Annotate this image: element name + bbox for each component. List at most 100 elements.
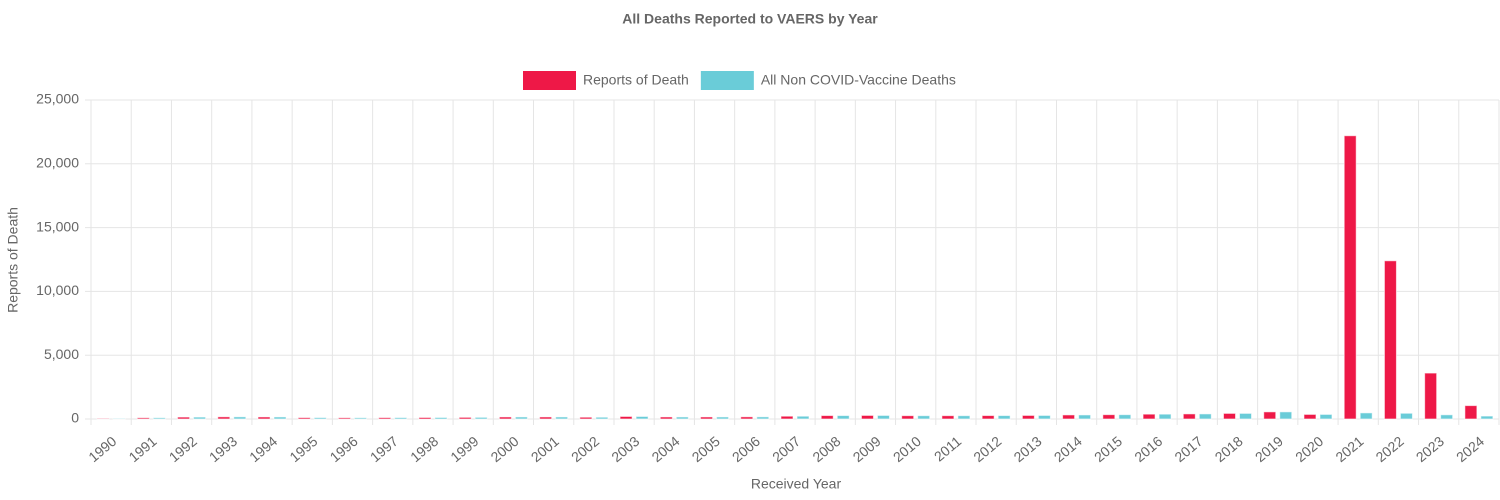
bar bbox=[1279, 411, 1293, 420]
bar bbox=[740, 416, 754, 420]
bar bbox=[1021, 414, 1035, 420]
bar bbox=[217, 416, 231, 420]
bar bbox=[1102, 414, 1116, 420]
bar bbox=[997, 415, 1011, 420]
x-tick-label: 1995 bbox=[286, 433, 320, 465]
x-tick-label: 2000 bbox=[488, 433, 522, 465]
bar bbox=[1198, 413, 1212, 420]
y-tick-label: 5,000 bbox=[44, 346, 79, 362]
x-tick-label: 2006 bbox=[729, 433, 763, 465]
bar bbox=[177, 416, 191, 420]
bar bbox=[1480, 415, 1494, 420]
bar bbox=[1359, 412, 1373, 420]
x-tick-label: 2018 bbox=[1212, 433, 1246, 465]
bar bbox=[716, 416, 730, 420]
x-tick-label: 1991 bbox=[125, 433, 159, 465]
x-tick-label: 2005 bbox=[689, 433, 723, 465]
x-tick-label: 2019 bbox=[1252, 433, 1286, 465]
x-tick-label: 1992 bbox=[166, 433, 200, 465]
x-tick-label: 2011 bbox=[931, 433, 965, 465]
bar bbox=[539, 416, 553, 420]
bar bbox=[152, 417, 166, 420]
bar bbox=[1142, 413, 1156, 420]
bar bbox=[700, 416, 714, 420]
y-tick-label: 15,000 bbox=[36, 218, 79, 234]
x-tick-label: 1993 bbox=[206, 433, 240, 465]
x-tick-label: 2013 bbox=[1011, 433, 1045, 465]
x-tick-label: 2008 bbox=[809, 433, 843, 465]
bar bbox=[273, 416, 287, 420]
bar bbox=[1383, 260, 1397, 420]
bar bbox=[901, 415, 915, 420]
x-tick-label: 2002 bbox=[568, 433, 602, 465]
bar bbox=[257, 416, 271, 420]
y-tick-label: 25,000 bbox=[36, 91, 79, 107]
x-tick-label: 2001 bbox=[528, 433, 562, 465]
bar bbox=[796, 415, 810, 420]
bar bbox=[1399, 412, 1413, 420]
x-tick-label: 2023 bbox=[1413, 433, 1447, 465]
bar bbox=[1263, 411, 1277, 420]
bar bbox=[1078, 414, 1092, 420]
x-tick-label: 2010 bbox=[890, 433, 924, 465]
bar bbox=[675, 416, 689, 420]
x-tick-label: 2024 bbox=[1453, 433, 1487, 465]
bar bbox=[514, 416, 528, 420]
bar bbox=[957, 415, 971, 420]
bar bbox=[378, 417, 392, 420]
bar bbox=[579, 416, 593, 420]
bar bbox=[619, 415, 633, 420]
bar bbox=[418, 416, 432, 420]
bar bbox=[498, 416, 512, 420]
x-tick-label: 2015 bbox=[1091, 433, 1125, 465]
legend-swatch bbox=[700, 71, 754, 90]
bar bbox=[917, 415, 931, 420]
bar bbox=[860, 414, 874, 420]
x-tick-label: 2020 bbox=[1292, 433, 1326, 465]
y-axis-title: Reports of Death bbox=[5, 207, 21, 313]
bar bbox=[394, 417, 408, 420]
bar bbox=[1319, 413, 1333, 420]
y-tick-label: 20,000 bbox=[36, 155, 79, 171]
bar bbox=[136, 417, 150, 420]
bar bbox=[1118, 414, 1132, 420]
x-tick-label: 1998 bbox=[407, 433, 441, 465]
bar bbox=[1062, 414, 1076, 420]
bar bbox=[474, 416, 488, 420]
bar bbox=[1343, 135, 1357, 420]
bar bbox=[876, 414, 890, 420]
bar bbox=[1464, 405, 1478, 420]
x-tick-label: 2022 bbox=[1373, 433, 1407, 465]
bar bbox=[780, 415, 794, 420]
bar bbox=[981, 415, 995, 420]
bar bbox=[595, 416, 609, 420]
bar bbox=[313, 417, 327, 420]
bar bbox=[555, 416, 569, 420]
bar bbox=[1440, 414, 1454, 420]
bar bbox=[635, 415, 649, 420]
bar bbox=[1303, 413, 1317, 420]
y-tick-label: 10,000 bbox=[36, 282, 79, 298]
x-tick-label: 1990 bbox=[85, 433, 119, 465]
bar bbox=[1158, 413, 1172, 420]
bar bbox=[1037, 414, 1051, 420]
x-tick-label: 2007 bbox=[769, 433, 803, 465]
bar bbox=[337, 417, 351, 420]
bar bbox=[193, 416, 207, 420]
bar bbox=[756, 416, 770, 420]
legend-swatch bbox=[523, 71, 576, 90]
x-tick-label: 1999 bbox=[447, 433, 481, 465]
x-tick-label: 1994 bbox=[246, 433, 280, 465]
y-tick-label: 0 bbox=[71, 410, 79, 426]
x-axis-title: Received Year bbox=[751, 476, 842, 492]
legend-label: Reports of Death bbox=[583, 72, 689, 88]
x-tick-label: 2004 bbox=[648, 433, 682, 465]
x-tick-label: 2017 bbox=[1171, 433, 1205, 465]
x-tick-label: 1997 bbox=[367, 433, 401, 465]
bar bbox=[233, 416, 247, 420]
bar bbox=[941, 415, 955, 420]
bar bbox=[434, 416, 448, 420]
bar bbox=[836, 415, 850, 420]
bar bbox=[1223, 412, 1237, 420]
bar bbox=[353, 417, 367, 420]
